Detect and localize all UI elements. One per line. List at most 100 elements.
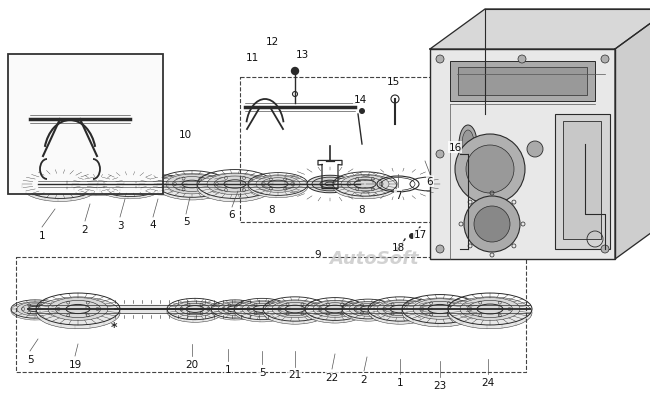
Text: 5: 5 <box>27 354 33 364</box>
Text: AutoSoft: AutoSoft <box>329 249 419 267</box>
Ellipse shape <box>341 176 389 194</box>
Text: 1: 1 <box>396 377 403 387</box>
Text: 3: 3 <box>117 221 124 230</box>
Ellipse shape <box>72 177 124 196</box>
Ellipse shape <box>459 126 477 164</box>
Ellipse shape <box>175 301 215 317</box>
Text: 1: 1 <box>39 230 46 240</box>
Text: 2: 2 <box>82 224 88 235</box>
Bar <box>563 122 601 240</box>
Circle shape <box>601 56 609 64</box>
Ellipse shape <box>36 297 120 329</box>
Text: 20: 20 <box>185 359 198 369</box>
Circle shape <box>436 56 444 64</box>
Circle shape <box>436 151 444 159</box>
Circle shape <box>291 68 298 75</box>
Bar <box>555 115 610 249</box>
Circle shape <box>474 206 510 242</box>
Text: 14: 14 <box>354 95 367 105</box>
Bar <box>16 257 526 372</box>
Text: 17: 17 <box>413 230 426 240</box>
Text: 2: 2 <box>361 374 367 384</box>
Ellipse shape <box>234 301 290 322</box>
Text: 6: 6 <box>229 209 235 219</box>
Ellipse shape <box>207 174 263 195</box>
Ellipse shape <box>157 174 227 200</box>
Text: 4: 4 <box>150 219 156 230</box>
Text: 10: 10 <box>179 130 192 140</box>
Ellipse shape <box>263 300 327 325</box>
Bar <box>458 68 587 96</box>
Ellipse shape <box>312 178 348 191</box>
Circle shape <box>409 233 415 240</box>
Ellipse shape <box>211 302 259 320</box>
Ellipse shape <box>218 303 252 316</box>
Text: 24: 24 <box>482 377 495 387</box>
Text: 5: 5 <box>259 367 265 377</box>
Ellipse shape <box>242 301 282 317</box>
Ellipse shape <box>333 175 397 199</box>
Circle shape <box>601 245 609 254</box>
Ellipse shape <box>139 177 187 195</box>
Ellipse shape <box>79 177 117 192</box>
Ellipse shape <box>145 178 181 191</box>
Ellipse shape <box>256 176 300 193</box>
Text: 12: 12 <box>265 37 279 47</box>
Ellipse shape <box>402 298 478 327</box>
Polygon shape <box>615 10 650 259</box>
Circle shape <box>359 109 365 115</box>
Text: 21: 21 <box>289 369 302 379</box>
Ellipse shape <box>22 173 98 202</box>
Ellipse shape <box>448 297 532 329</box>
Ellipse shape <box>460 298 520 320</box>
Ellipse shape <box>167 301 223 323</box>
Ellipse shape <box>307 176 353 193</box>
Bar <box>8 55 163 195</box>
Ellipse shape <box>272 301 318 318</box>
Circle shape <box>395 247 400 252</box>
Ellipse shape <box>248 176 308 198</box>
Ellipse shape <box>32 174 88 195</box>
Ellipse shape <box>166 175 218 195</box>
Text: 23: 23 <box>434 380 447 390</box>
Ellipse shape <box>305 301 365 323</box>
Ellipse shape <box>313 301 357 318</box>
Text: 8: 8 <box>359 204 365 214</box>
Ellipse shape <box>197 173 273 202</box>
Ellipse shape <box>462 131 474 159</box>
Text: 22: 22 <box>326 372 339 382</box>
Circle shape <box>527 142 543 158</box>
Ellipse shape <box>368 300 432 325</box>
Ellipse shape <box>17 302 53 316</box>
Ellipse shape <box>342 301 394 321</box>
Text: 16: 16 <box>448 142 461 153</box>
Ellipse shape <box>11 302 59 320</box>
Polygon shape <box>430 10 650 50</box>
Text: 13: 13 <box>295 50 309 60</box>
Text: 11: 11 <box>246 53 259 63</box>
Text: 19: 19 <box>68 359 82 369</box>
Circle shape <box>466 146 514 194</box>
Ellipse shape <box>413 299 467 320</box>
Text: 7: 7 <box>395 190 401 201</box>
Text: 1: 1 <box>225 364 231 374</box>
Circle shape <box>455 135 525 204</box>
Ellipse shape <box>48 298 108 320</box>
Circle shape <box>464 197 520 252</box>
Text: 5: 5 <box>183 216 189 226</box>
Ellipse shape <box>349 302 387 316</box>
Text: *: * <box>111 320 117 333</box>
Text: 9: 9 <box>315 249 321 259</box>
Circle shape <box>518 56 526 64</box>
Circle shape <box>436 245 444 254</box>
Bar <box>430 50 615 259</box>
Ellipse shape <box>106 176 154 194</box>
Text: 18: 18 <box>391 242 404 252</box>
Text: 15: 15 <box>386 77 400 87</box>
Ellipse shape <box>377 301 423 318</box>
Ellipse shape <box>97 174 163 199</box>
Text: 8: 8 <box>268 204 276 214</box>
Text: 6: 6 <box>426 177 434 187</box>
Bar <box>240 78 470 223</box>
Bar <box>450 62 595 102</box>
